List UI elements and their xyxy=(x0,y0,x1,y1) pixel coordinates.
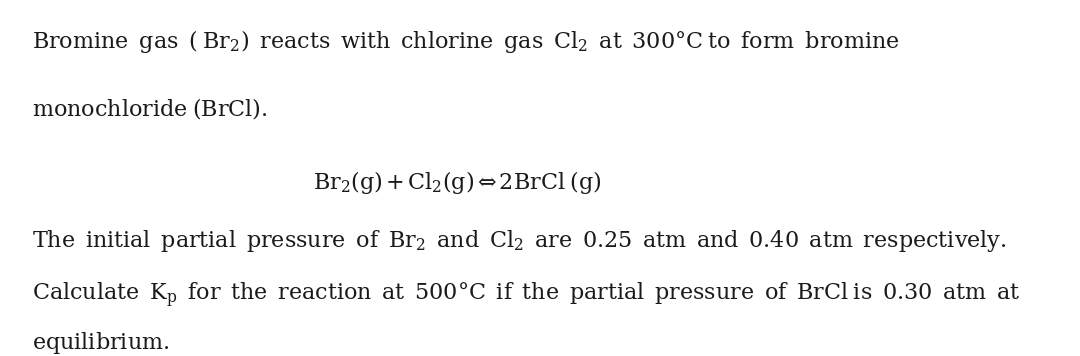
Text: $\mathregular{Br_2(g)+Cl_2(g)\Leftrightarrow 2BrCl\ (g)}$: $\mathregular{Br_2(g)+Cl_2(g)\Leftrighta… xyxy=(313,169,602,196)
Text: $\mathregular{The\ \ initial\ \ partial\ \ pressure\ \ of\ \ Br_2\ \ and\ \ Cl_2: $\mathregular{The\ \ initial\ \ partial\… xyxy=(32,229,1007,255)
Text: $\mathregular{monochloride\ (BrCl).}$: $\mathregular{monochloride\ (BrCl).}$ xyxy=(32,96,268,121)
Text: $\mathregular{equilibrium.}$: $\mathregular{equilibrium.}$ xyxy=(32,330,170,356)
Text: $\mathregular{Bromine\ \ gas\ \ (\ Br_2)\ \ reacts\ \ with\ \ chlorine\ \ gas\ \: $\mathregular{Bromine\ \ gas\ \ (\ Br_2)… xyxy=(32,28,900,55)
Text: $\mathregular{Calculate\ \ K_p\ \ for\ \ the\ \ reaction\ \ at\ \ 500\degree C\ : $\mathregular{Calculate\ \ K_p\ \ for\ \… xyxy=(32,281,1021,310)
